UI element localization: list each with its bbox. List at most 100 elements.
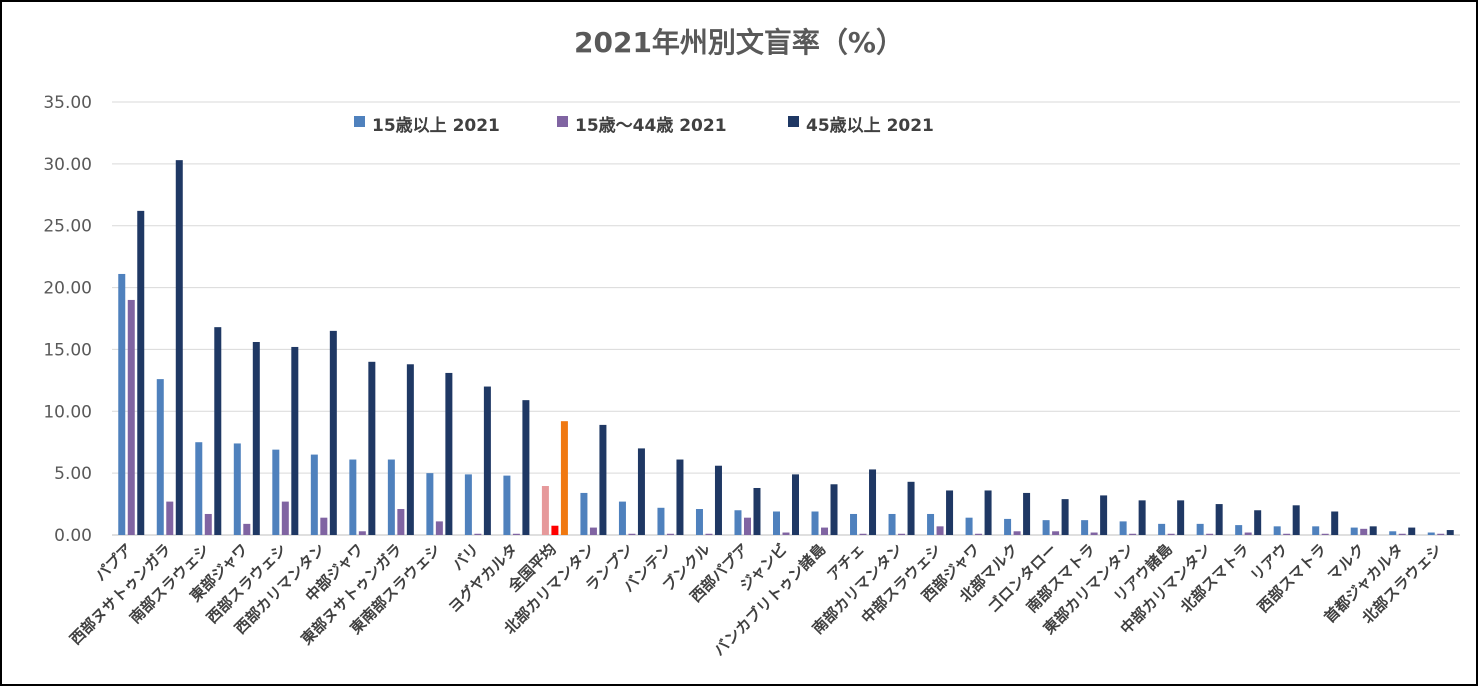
bar-3 (599, 424, 607, 535)
bar-2 (1052, 531, 1060, 535)
bar-2 (320, 517, 328, 535)
y-tick-label: 15.00 (43, 340, 92, 360)
bar-2 (1167, 533, 1175, 535)
bar-3 (214, 327, 222, 535)
bar-2 (1090, 532, 1098, 535)
bar-1 (618, 501, 626, 535)
bar-1 (965, 517, 973, 535)
bar-3 (291, 346, 299, 535)
bar-3 (406, 364, 414, 535)
legend-swatch (354, 116, 365, 127)
bar-3 (522, 400, 530, 535)
bar-1 (503, 475, 511, 535)
bar-3 (1254, 510, 1262, 535)
bar-2 (898, 533, 906, 535)
bar-1 (850, 513, 858, 535)
bar-1 (695, 509, 703, 535)
bar-3 (1331, 511, 1339, 535)
legend-swatch (557, 116, 568, 127)
y-tick-label: 5.00 (54, 464, 92, 484)
bar-1 (1081, 520, 1089, 535)
bar-2 (628, 533, 636, 535)
bar-2 (1283, 533, 1291, 535)
bar-3 (792, 474, 799, 535)
bar-2 (397, 509, 405, 535)
bar-1 (156, 379, 164, 535)
bar-1 (1119, 521, 1127, 535)
x-axis-labels: パプア西部ヌサトゥンガラ南部スラウェシ東部ジャワ西部スラウェシ西部カリマンタン中… (66, 540, 1445, 659)
y-tick-label: 35.00 (43, 93, 92, 113)
bar-1 (580, 492, 588, 535)
bar-1 (349, 459, 357, 535)
bar-1 (272, 449, 280, 535)
bar-3 (676, 459, 684, 535)
bar-3 (1138, 500, 1146, 535)
bar-2 (204, 513, 212, 535)
y-tick-label: 0.00 (54, 526, 92, 546)
bar-1 (657, 507, 665, 535)
bar-2 (1437, 533, 1445, 535)
bar-1 (811, 511, 819, 535)
legend-label: 15歳～44歳 2021 (575, 115, 727, 136)
bar-2 (821, 527, 829, 535)
bar-3 (368, 361, 376, 535)
bar-1 (888, 513, 896, 535)
bar-3 (984, 490, 992, 535)
bar-2 (1360, 528, 1368, 535)
bar-3 (175, 160, 183, 535)
bar-3 (714, 465, 722, 535)
bar-1 (426, 473, 434, 535)
bar-3 (445, 372, 453, 535)
bar-2 (1398, 533, 1406, 535)
y-tick-label: 30.00 (43, 155, 92, 175)
bar-1 (541, 486, 549, 535)
bar-1 (118, 273, 126, 535)
bar-3 (1369, 526, 1377, 535)
bar-2 (1206, 533, 1214, 535)
bar-1 (1004, 518, 1012, 535)
bar-1 (927, 513, 935, 535)
bar-2 (859, 533, 867, 535)
y-tick-label: 20.00 (43, 279, 92, 299)
y-axis-ticks: 0.00 5.00 10.00 15.00 20.00 25.00 30.00 35.00 (43, 93, 92, 546)
bar-2 (666, 533, 674, 535)
bar-3 (1023, 492, 1031, 535)
bar-2 (1013, 531, 1021, 535)
bar-1 (310, 454, 318, 535)
bar-2 (435, 521, 443, 535)
bar-3 (830, 484, 838, 535)
bar-2 (705, 533, 713, 535)
bar-2 (589, 527, 597, 535)
chart-title: 2021年州別文盲率（%） (574, 26, 904, 59)
bar-1 (734, 510, 742, 535)
bar-1 (1235, 525, 1243, 535)
bar-2 (975, 533, 983, 535)
bar-2 (1129, 533, 1137, 535)
bar-3 (483, 386, 491, 535)
bar-3 (560, 421, 568, 535)
bar-3 (1061, 499, 1069, 535)
bars (118, 160, 1454, 535)
y-tick-label: 10.00 (43, 402, 92, 422)
bar-3 (753, 487, 761, 535)
bar-2 (474, 533, 482, 535)
legend-label: 45歳以上 2021 (806, 115, 934, 136)
bar-3 (329, 330, 337, 535)
category-label: バリ (449, 540, 483, 574)
bar-2 (1244, 532, 1252, 535)
bar-1 (1158, 523, 1166, 535)
bar-1 (1196, 523, 1204, 535)
bar-1 (1042, 520, 1050, 535)
bar-3 (637, 448, 645, 535)
bar-2 (358, 531, 366, 535)
bar-2 (743, 517, 751, 535)
bar-3 (907, 481, 915, 535)
bar-1 (464, 474, 472, 535)
bar-2 (512, 533, 520, 535)
bar-3 (1292, 505, 1300, 535)
bar-1 (1389, 531, 1397, 535)
bar-2 (1321, 533, 1329, 535)
bar-1 (1350, 527, 1358, 535)
bar-2 (281, 501, 289, 535)
